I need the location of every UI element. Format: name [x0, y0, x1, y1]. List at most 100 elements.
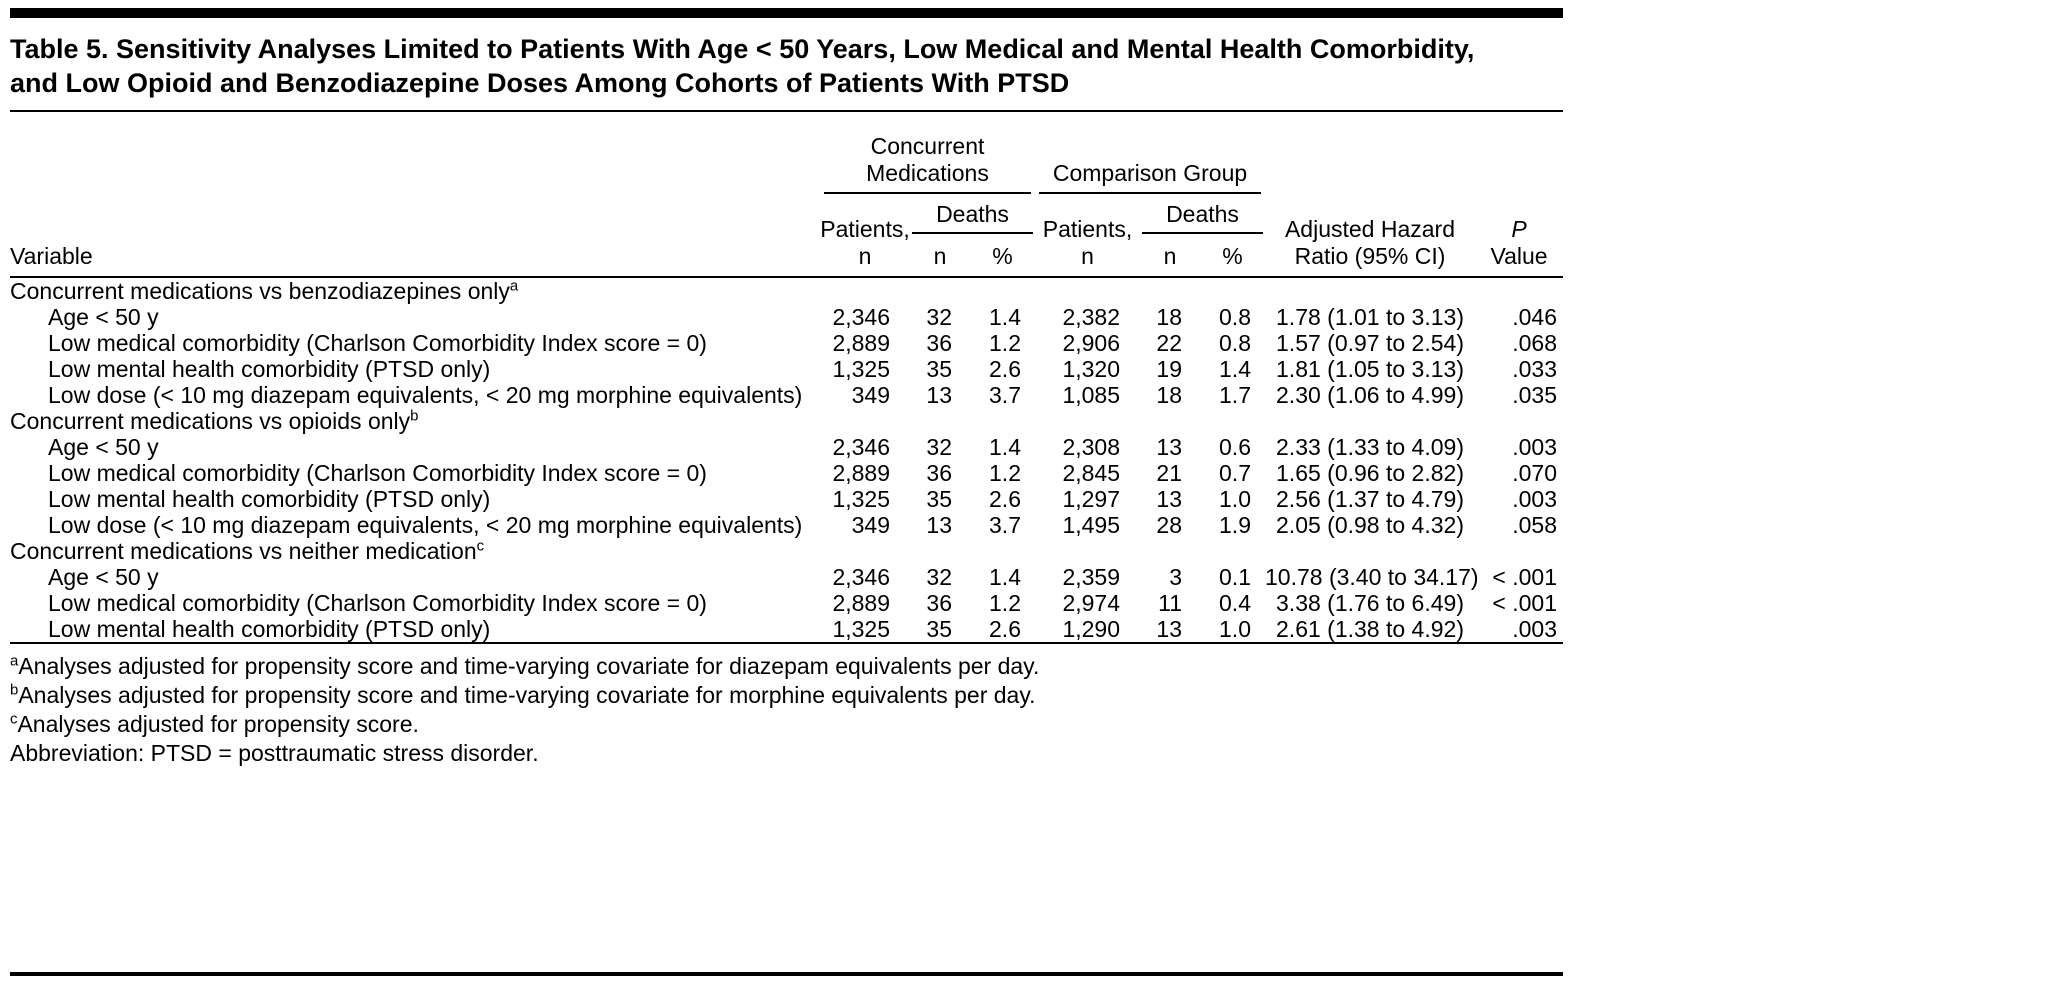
cell-adjusted-hazard-ratio: 2.33 (1.33 to 4.09): [1276, 434, 1464, 460]
bottom-rule: [10, 972, 1563, 976]
cell-cm-deaths-n: 35: [926, 356, 952, 382]
cell-p-value: .003: [1512, 434, 1557, 460]
section-label: Concurrent medications vs benzodiazepine…: [10, 276, 1563, 304]
footnote: bAnalyses adjusted for propensity score …: [10, 681, 1036, 708]
cg-patients-column-header: Patients, n: [1042, 216, 1133, 269]
cell-cm-deaths-pct: 1.4: [989, 564, 1021, 590]
cell-cg-patients: 1,290: [1035, 616, 1140, 644]
cell-p-value: < .001: [1492, 590, 1557, 616]
cell-cm-deaths-pct: 2.6: [989, 356, 1021, 382]
cell-variable: Low dose (< 10 mg diazepam equivalents, …: [48, 382, 803, 408]
cell-adjusted-hazard-ratio: 2.61 (1.38 to 4.92): [1265, 616, 1475, 644]
table-row: Low mental health comorbidity (PTSD only…: [10, 616, 1563, 644]
cm-patients-column-header: Patients, n: [820, 216, 910, 269]
footnote: aAnalyses adjusted for propensity score …: [10, 652, 1040, 679]
cell-cg-patients: 1,320: [1062, 356, 1120, 382]
cell-cg-patients: 2,974: [1062, 590, 1120, 616]
cell-cg-deaths-n: 19: [1156, 356, 1182, 382]
cell-variable: Age < 50 y: [48, 304, 159, 330]
cell-variable: Low mental health comorbidity (PTSD only…: [48, 356, 491, 382]
group-header-spacer: [1475, 114, 1563, 194]
adjusted-hazard-ratio-column-header: Adjusted Hazard Ratio (95% CI): [1284, 216, 1456, 269]
cell-cg-patients: 2,308: [1062, 434, 1120, 460]
cm-deaths-n-column-header: n: [933, 243, 947, 269]
table-body: Concurrent medications vs benzodiazepine…: [10, 276, 1563, 644]
cg-deaths-group-header: Deaths: [1140, 194, 1265, 234]
cell-p-value: .068: [1512, 330, 1557, 356]
cell-cg-deaths-pct: 0.8: [1219, 304, 1251, 330]
cell-cg-deaths-n: 18: [1156, 382, 1182, 408]
cell-cm-deaths-n: 35: [926, 486, 952, 512]
cell-cg-patients: 2,906: [1062, 330, 1120, 356]
cell-cg-deaths-pct: 0.6: [1219, 434, 1251, 460]
cell-cg-deaths-pct: 0.7: [1219, 460, 1251, 486]
group-header-spacer: [1265, 114, 1475, 194]
cell-adjusted-hazard-ratio: 1.81 (1.05 to 3.13): [1276, 356, 1464, 382]
cell-p-value: .070: [1512, 460, 1557, 486]
table-row: Low medical comorbidity (Charlson Comorb…: [10, 590, 1563, 616]
p-value-label: Value: [1490, 243, 1548, 269]
cell-variable: Low medical comorbidity (Charlson Comorb…: [48, 330, 707, 356]
subheader-row-1: Variable Patients, n Deaths Patients, n …: [10, 194, 1563, 269]
comparison-group-label: Comparison Group: [1039, 160, 1261, 194]
cell-cm-deaths-n: 32: [926, 564, 952, 590]
cell-p-value: .058: [1512, 512, 1557, 538]
cell-cm-deaths-pct: 1.2: [989, 590, 1021, 616]
footnote-marker: c: [10, 710, 18, 728]
sensitivity-analyses-table: Concurrent Medications Comparison Group …: [10, 114, 1563, 644]
cm-deaths-label: Deaths: [912, 201, 1033, 234]
cell-cm-deaths-pct: 1.2: [989, 330, 1021, 356]
footnote-marker: c: [476, 537, 485, 555]
cell-cg-deaths-n: 13: [1140, 616, 1200, 644]
cell-cm-deaths-pct: 1.2: [989, 460, 1021, 486]
top-rule: [10, 8, 1563, 18]
footnote-marker: a: [509, 277, 519, 295]
cell-cg-patients: 1,085: [1062, 382, 1120, 408]
table-row: Age < 50 y 2,346 32 1.4 2,308 13 0.6 2.33 (1.33…: [10, 434, 1563, 460]
table-title-line-2: and Low Opioid and Benzodiazepine Doses …: [10, 68, 1070, 98]
cell-cm-patients: 349: [851, 512, 890, 538]
cell-adjusted-hazard-ratio: 1.65 (0.96 to 2.82): [1276, 460, 1464, 486]
concurrent-medications-group-header: Concurrent Medications: [820, 114, 1035, 194]
cell-cm-deaths-n: 32: [926, 304, 952, 330]
cell-cg-deaths-pct: 0.8: [1219, 330, 1251, 356]
cell-adjusted-hazard-ratio: 2.05 (0.98 to 4.32): [1276, 512, 1464, 538]
cell-cm-patients: 2,889: [832, 330, 890, 356]
cell-cg-deaths-n: 13: [1156, 486, 1182, 512]
group-header-spacer: [10, 114, 820, 194]
table-row: Low dose (< 10 mg diazepam equivalents, …: [10, 382, 1563, 408]
table-title: Table 5. Sensitivity Analyses Limited to…: [10, 32, 1563, 112]
cell-adjusted-hazard-ratio: 2.56 (1.37 to 4.79): [1276, 486, 1464, 512]
cell-cm-deaths-pct: 2.6: [989, 486, 1021, 512]
cell-p-value: .046: [1512, 304, 1557, 330]
footnote: cAnalyses adjusted for propensity score.: [10, 710, 419, 737]
cell-cg-deaths-n: 13: [1156, 434, 1182, 460]
cell-cm-deaths-n: 13: [926, 512, 952, 538]
cell-cm-deaths-n: 36: [926, 590, 952, 616]
section-label: Concurrent medications vs neither medica…: [10, 537, 485, 564]
cell-cg-deaths-pct: 1.4: [1219, 356, 1251, 382]
cg-deaths-label: Deaths: [1142, 201, 1263, 234]
cell-variable: Age < 50 y: [48, 434, 159, 460]
cell-cg-deaths-n: 21: [1156, 460, 1182, 486]
section-header-row: Concurrent medications vs opioids onlyb: [10, 408, 1563, 434]
cell-cg-deaths-pct: 1.0: [1200, 616, 1265, 644]
cell-cg-deaths-pct: 0.1: [1219, 564, 1251, 590]
cm-deaths-group-header: Deaths: [910, 194, 1035, 234]
cell-variable: Low medical comorbidity (Charlson Comorb…: [48, 590, 707, 616]
variable-column-header: Variable: [10, 243, 93, 269]
footnote-marker: a: [10, 652, 19, 670]
cell-variable: Low dose (< 10 mg diazepam equivalents, …: [48, 512, 803, 538]
section-header-row: Concurrent medications vs benzodiazepine…: [10, 276, 1563, 304]
cell-adjusted-hazard-ratio: 2.30 (1.06 to 4.99): [1276, 382, 1464, 408]
cell-cm-deaths-pct: 1.4: [989, 434, 1021, 460]
cell-cg-patients: 1,495: [1062, 512, 1120, 538]
cell-cm-patients: 2,346: [832, 434, 890, 460]
cell-cm-patients: 2,889: [832, 590, 890, 616]
cell-variable: Low mental health comorbidity (PTSD only…: [10, 616, 820, 644]
cell-cm-deaths-n: 36: [926, 460, 952, 486]
cell-cm-patients: 349: [851, 382, 890, 408]
cell-cg-deaths-pct: 1.9: [1219, 512, 1251, 538]
cell-cm-deaths-pct: 1.4: [989, 304, 1021, 330]
cg-deaths-pct-column-header: %: [1222, 243, 1243, 269]
